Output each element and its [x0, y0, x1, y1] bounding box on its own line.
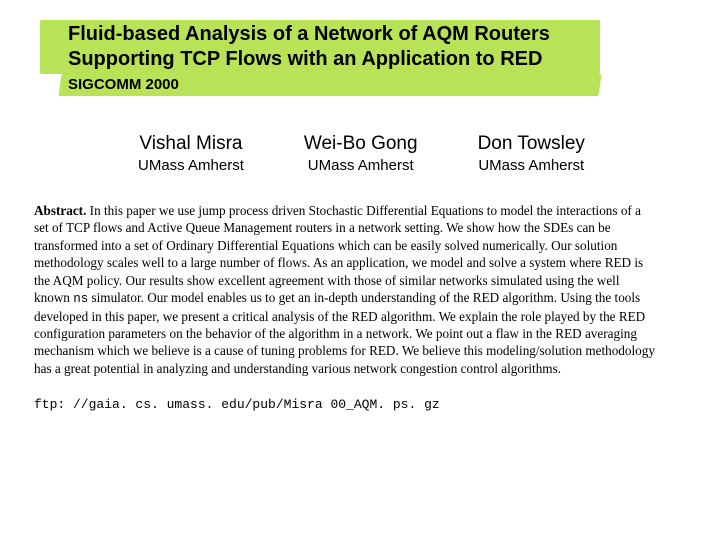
- author-1-affiliation: UMass Amherst: [138, 157, 244, 174]
- author-3-affiliation: UMass Amherst: [478, 157, 585, 174]
- abstract: Abstract. In this paper we use jump proc…: [34, 202, 658, 377]
- abstract-text-post: simulator. Our model enables us to get a…: [34, 290, 655, 376]
- ns-simulator: ns: [73, 292, 88, 306]
- author-2: Wei-Bo Gong UMass Amherst: [304, 133, 418, 174]
- authors-row: Vishal Misra UMass Amherst Wei-Bo Gong U…: [138, 133, 688, 174]
- author-1-name: Vishal Misra: [138, 133, 244, 155]
- venue: SIGCOMM 2000: [68, 76, 688, 93]
- paper-title: Fluid-based Analysis of a Network of AQM…: [68, 22, 688, 72]
- download-link: ftp: //gaia. cs. umass. edu/pub/Misra 00…: [34, 397, 688, 412]
- author-2-name: Wei-Bo Gong: [304, 133, 418, 155]
- abstract-wrap: Abstract. In this paper we use jump proc…: [34, 202, 688, 412]
- author-2-affiliation: UMass Amherst: [304, 157, 418, 174]
- author-3-name: Don Towsley: [478, 133, 585, 155]
- title-line-2: Supporting TCP Flows with an Application…: [68, 47, 688, 72]
- title-line-1: Fluid-based Analysis of a Network of AQM…: [68, 22, 688, 47]
- abstract-label: Abstract.: [34, 203, 86, 218]
- slide-content: Fluid-based Analysis of a Network of AQM…: [0, 0, 720, 412]
- author-3: Don Towsley UMass Amherst: [478, 133, 585, 174]
- author-1: Vishal Misra UMass Amherst: [138, 133, 244, 174]
